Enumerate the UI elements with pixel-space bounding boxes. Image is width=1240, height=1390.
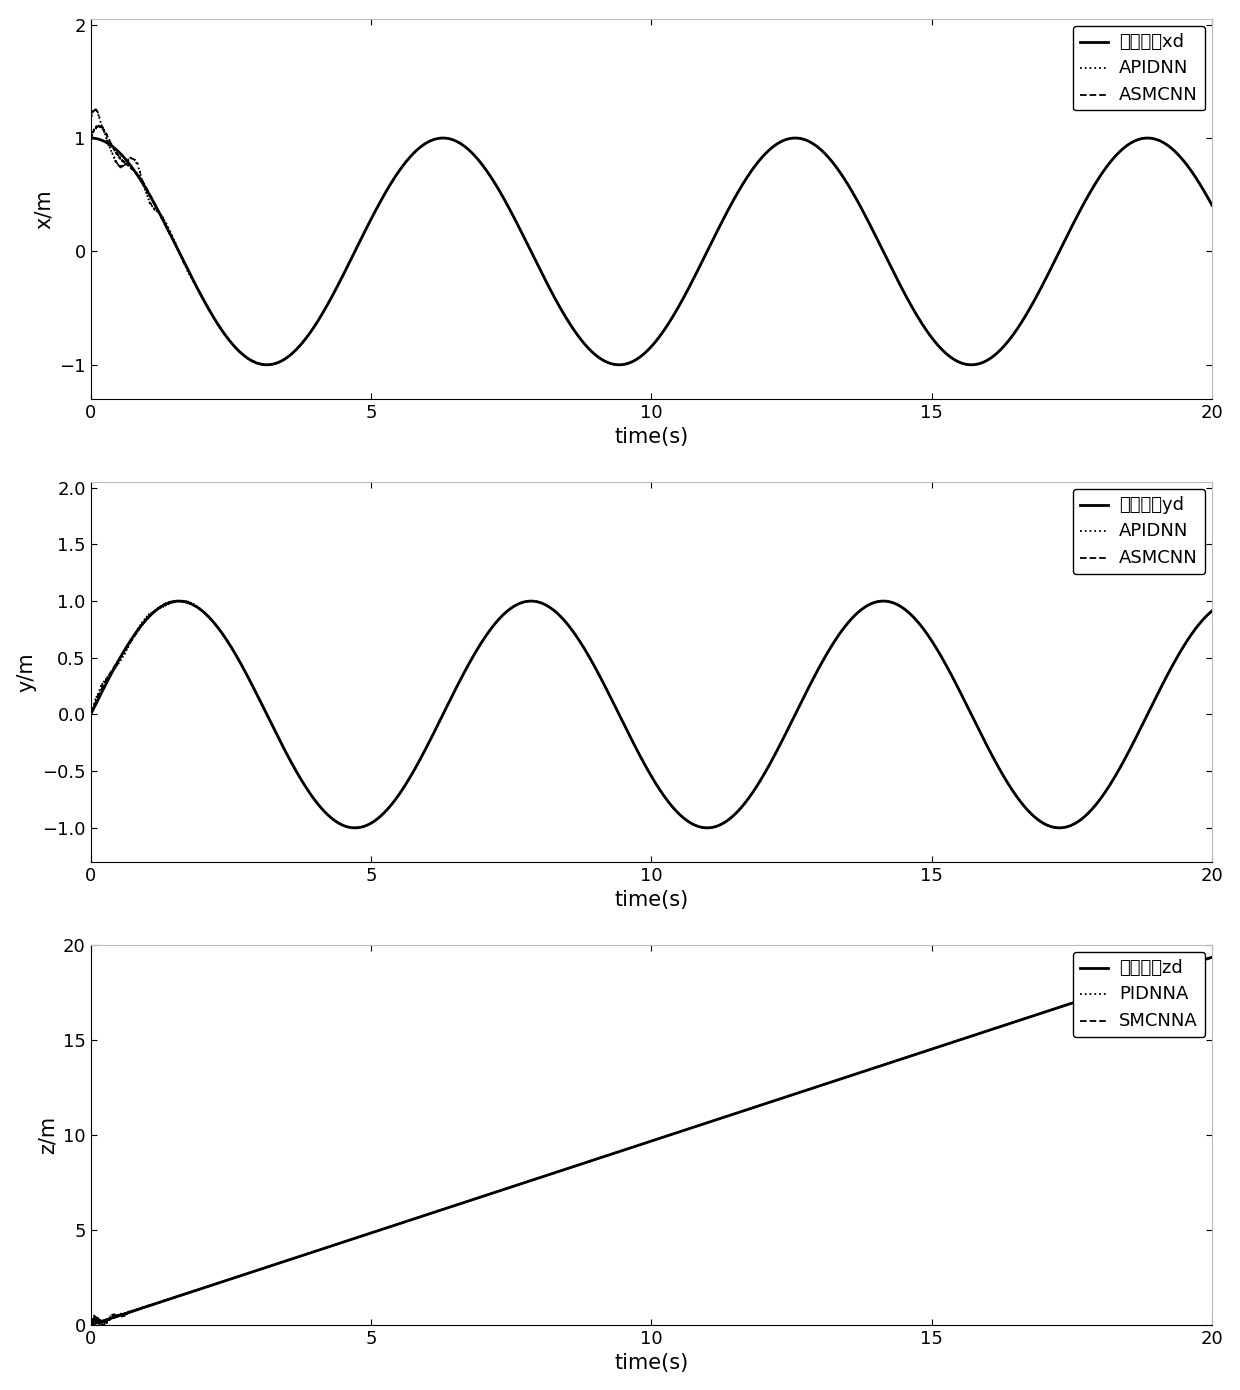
Y-axis label: x/m: x/m	[33, 189, 53, 229]
X-axis label: time(s): time(s)	[614, 427, 688, 448]
Legend: 期望轨迹zd, PIDNNA, SMCNNA: 期望轨迹zd, PIDNNA, SMCNNA	[1074, 952, 1205, 1037]
Legend: 期望轨迹xd, APIDNN, ASMCNN: 期望轨迹xd, APIDNN, ASMCNN	[1074, 26, 1205, 110]
Y-axis label: z/m: z/m	[37, 1116, 57, 1154]
Legend: 期望轨迹yd, APIDNN, ASMCNN: 期望轨迹yd, APIDNN, ASMCNN	[1074, 489, 1205, 574]
Y-axis label: y/m: y/m	[16, 652, 37, 692]
X-axis label: time(s): time(s)	[614, 890, 688, 910]
X-axis label: time(s): time(s)	[614, 1354, 688, 1373]
